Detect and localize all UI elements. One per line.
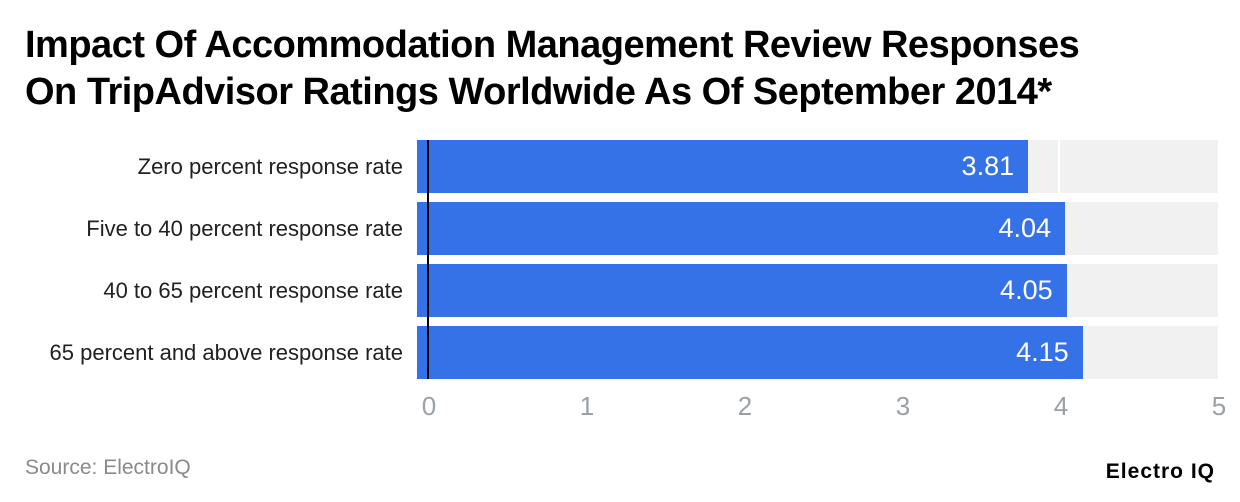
x-tick-label: 1 xyxy=(579,391,595,421)
y-axis-line xyxy=(427,140,429,379)
value-label: 3.81 xyxy=(961,151,1015,181)
chart-row: Five to 40 percent response rate 4.04 xyxy=(25,202,1220,255)
bar-track: 4.04 xyxy=(417,202,1220,255)
chart-row: 65 percent and above response rate 4.15 xyxy=(25,326,1220,379)
brand-logo: Electro IQ xyxy=(1105,460,1215,483)
x-tick-label: 3 xyxy=(895,391,911,421)
x-tick-label: 0 xyxy=(421,391,437,421)
bar-track: 3.81 xyxy=(417,140,1220,193)
value-label: 4.15 xyxy=(1016,337,1069,367)
bar-rows: Zero percent response rate 3.81 Five to 40… xyxy=(25,140,1220,379)
bar: 4.04 xyxy=(417,202,1066,255)
gridline xyxy=(1057,140,1060,193)
chart-title: Impact Of Accommodation Management Revie… xyxy=(25,22,1080,116)
gridline xyxy=(1218,264,1220,317)
chart-title-line2: On TripAdvisor Ratings Worldwide As Of S… xyxy=(25,71,1052,113)
category-label: 40 to 65 percent response rate xyxy=(103,277,403,303)
gridline xyxy=(1218,326,1220,379)
bar: 4.05 xyxy=(417,264,1067,317)
bar-track: 4.05 xyxy=(417,264,1220,317)
x-tick-label: 2 xyxy=(737,391,753,421)
x-axis: 0 1 2 3 4 5 xyxy=(422,391,1226,423)
bar-track: 4.15 xyxy=(417,326,1220,379)
bar-chart: Zero percent response rate 3.81 Five to 40… xyxy=(25,140,1226,421)
category-label: 65 percent and above response rate xyxy=(49,339,403,365)
gridline xyxy=(1218,140,1220,193)
bar: 4.15 xyxy=(417,326,1083,379)
x-tick-label: 4 xyxy=(1053,391,1069,421)
source-note: Source: ElectroIQ xyxy=(25,456,191,479)
chart-title-line1: Impact Of Accommodation Management Revie… xyxy=(25,24,1080,66)
category-label: Zero percent response rate xyxy=(137,153,403,179)
value-label: 4.05 xyxy=(1000,275,1053,305)
gridline xyxy=(1218,202,1220,255)
category-label: Five to 40 percent response rate xyxy=(86,215,403,241)
x-tick-label: 5 xyxy=(1211,391,1227,421)
chart-row: 40 to 65 percent response rate 4.05 xyxy=(25,264,1220,317)
bar: 3.81 xyxy=(417,140,1029,193)
value-label: 4.04 xyxy=(998,213,1052,243)
chart-row: Zero percent response rate 3.81 xyxy=(25,140,1220,193)
